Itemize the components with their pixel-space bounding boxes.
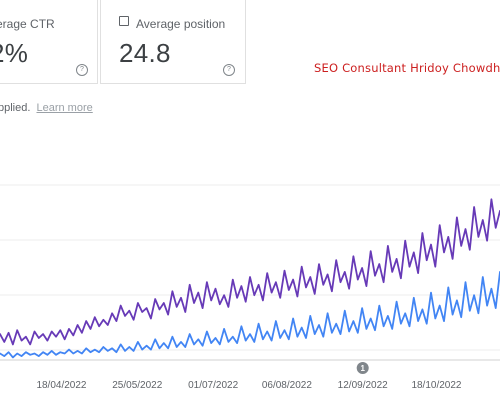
- average-position-card[interactable]: Average position 24.8 ?: [100, 0, 246, 84]
- performance-chart-svg: 18/04/2022 25/05/2022 01/07/2022 06/08/2022…: [0, 184, 500, 391]
- x-tick-label: 01/07/2022: [188, 380, 238, 391]
- x-tick-label: 18/04/2022: [36, 380, 86, 391]
- average-position-label: Average position: [136, 17, 226, 31]
- series-line-blue: [0, 271, 500, 359]
- x-tick-label: 12/09/2022: [338, 380, 388, 391]
- average-ctr-value: 2%: [0, 38, 29, 68]
- average-position-checkbox[interactable]: [119, 16, 129, 26]
- annotation-marker-label: 1: [360, 364, 365, 373]
- learn-more-link[interactable]: Learn more: [36, 102, 93, 114]
- filter-note: pplied. Learn more: [0, 102, 93, 114]
- help-circle-icon[interactable]: ?: [76, 64, 88, 76]
- help-circle-icon[interactable]: ?: [223, 64, 235, 76]
- watermark-text: SEO Consultant Hridoy Chowdhu: [314, 61, 500, 75]
- annotation-marker-icon: [356, 362, 369, 374]
- filter-note-text: pplied.: [0, 102, 31, 114]
- x-tick-label: 25/05/2022: [112, 380, 162, 391]
- average-ctr-card[interactable]: verage CTR 2% ?: [0, 0, 98, 84]
- series-line-purple: [0, 198, 500, 346]
- x-tick-label: 18/10/2022: [411, 380, 461, 391]
- average-ctr-label: verage CTR: [0, 17, 55, 31]
- average-position-value: 24.8: [119, 38, 171, 68]
- x-tick-label: 06/08/2022: [262, 380, 312, 391]
- performance-chart: 18/04/2022 25/05/2022 01/07/2022 06/08/2022…: [0, 155, 500, 400]
